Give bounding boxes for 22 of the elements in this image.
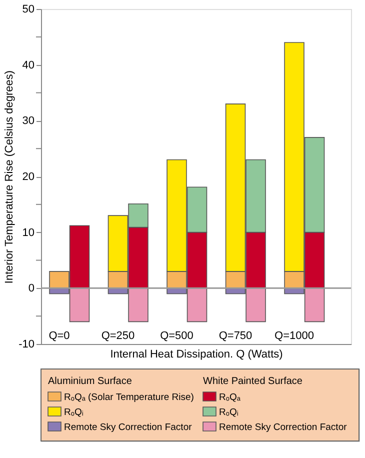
legend-label: RₒQᵢ — [64, 407, 84, 418]
y-axis-title: Interior Temperature Rise (Celsius degrees) — [4, 70, 16, 284]
legend-label: RₒQₐ (Solar Temperature Rise) — [64, 392, 194, 403]
x-axis-title: Internal Heat Dissipation. Q (Watts) — [110, 348, 283, 360]
x-tick-label: Q=500 — [160, 330, 194, 342]
legend-label: Remote Sky Correction Factor — [64, 422, 192, 433]
y-tick-label: 50 — [22, 4, 34, 16]
legend-label: RₒQₐ — [219, 392, 241, 403]
text: White Painted Surface — [203, 376, 302, 387]
y-tick-label: 0 — [28, 282, 34, 295]
legend-label: Remote Sky Correction Factor — [219, 422, 347, 433]
x-tick-label: Q=1000 — [274, 330, 314, 342]
x-tick-label: Q=750 — [218, 330, 252, 342]
y-tick-label: -10 — [18, 338, 34, 350]
legend-label: RₒQᵢ — [219, 407, 239, 418]
y-tick-label: 40 — [22, 59, 34, 72]
y-tick-label: 10 — [22, 226, 34, 239]
x-tick-label: Q=0 — [48, 330, 70, 342]
y-tick-label: 20 — [22, 171, 34, 183]
y-tick-label: 30 — [22, 115, 34, 128]
text: Aluminium Surface — [48, 376, 132, 387]
x-tick-label: Q=250 — [101, 330, 135, 342]
